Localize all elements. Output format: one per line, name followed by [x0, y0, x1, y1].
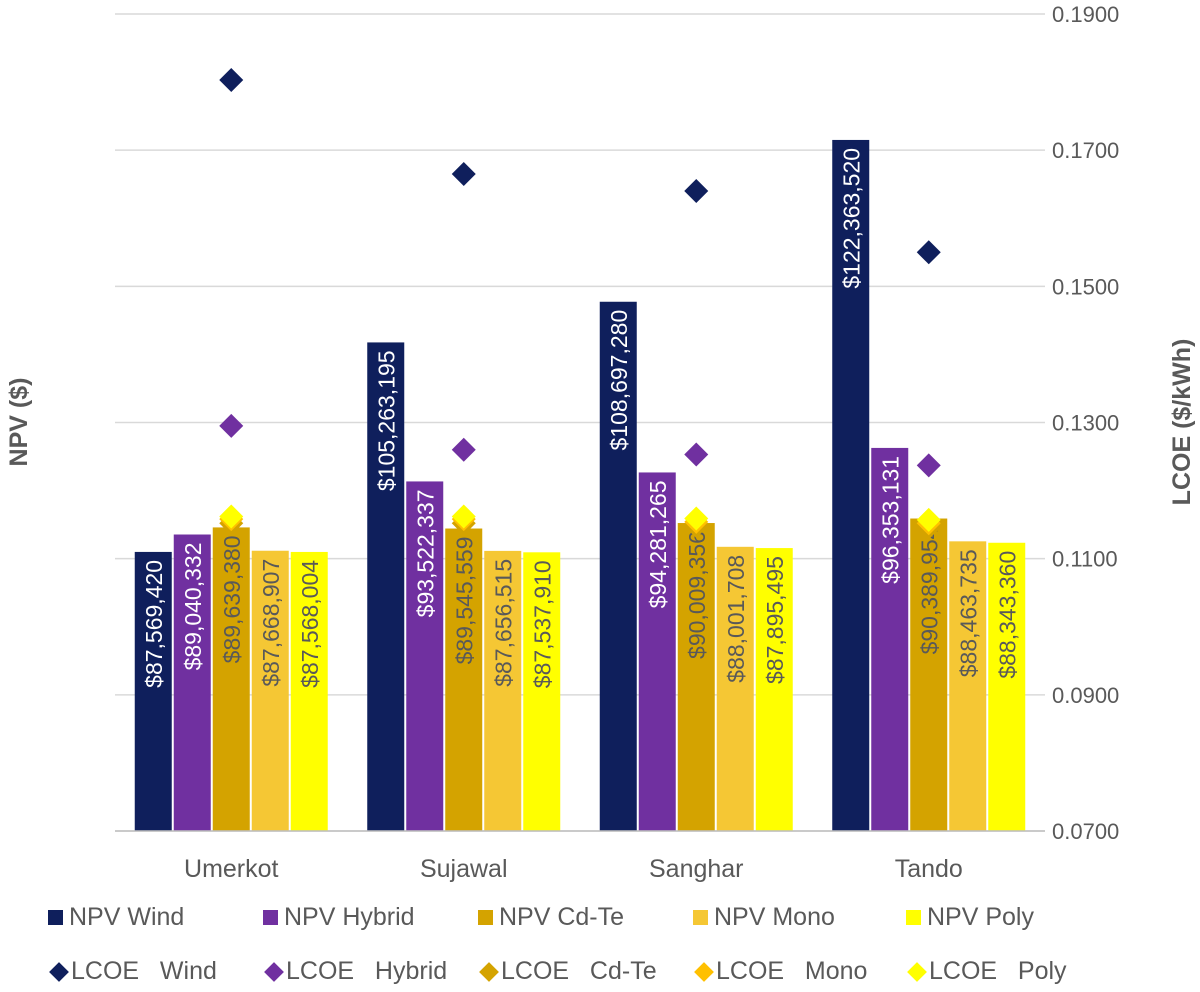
bar: [445, 528, 483, 831]
bar-data-label: $89,639,380: [219, 535, 245, 663]
bar: [367, 342, 405, 831]
y-right-tick-label: 0.1500: [1052, 274, 1119, 299]
bar-data-label: $87,656,515: [490, 559, 516, 687]
bar: [406, 481, 444, 831]
bar-data-label: $90,009,356: [684, 531, 710, 659]
bar-data-label: $96,353,131: [877, 456, 903, 584]
y-right-tick-label: 0.0700: [1052, 819, 1119, 844]
bar-data-label: $94,281,265: [645, 480, 671, 608]
y-right-tick-label: 0.1700: [1052, 138, 1119, 163]
bar: [949, 541, 987, 831]
y-right-tick-label: 0.1100: [1052, 547, 1118, 572]
lcoe-marker: [916, 507, 941, 532]
bar-data-label: $88,343,360: [994, 551, 1020, 679]
bar-data-label: $122,363,520: [838, 148, 864, 289]
bar: [212, 527, 250, 831]
bar-data-label: $87,895,495: [762, 556, 788, 684]
lcoe-marker: [684, 506, 709, 531]
y-right-tick-label: 0.1900: [1052, 2, 1119, 27]
bar-data-label: $93,522,337: [412, 489, 438, 617]
bar: [290, 551, 328, 831]
bar-data-label: $87,668,907: [258, 559, 284, 687]
x-category-label: Sujawal: [420, 855, 508, 883]
bar: [988, 542, 1026, 831]
bar-data-label: $87,569,420: [141, 560, 167, 688]
lcoe-marker: [916, 453, 941, 478]
lcoe-marker: [916, 240, 941, 265]
lcoe-marker: [451, 161, 476, 186]
bar-data-label: $89,040,332: [180, 543, 206, 671]
y-right-axis-title: LCOE ($/kWh): [1168, 339, 1196, 506]
bar: [251, 550, 289, 831]
lcoe-marker: [451, 504, 476, 529]
lcoe-marker: [684, 442, 709, 467]
bar: [755, 548, 793, 831]
x-category-label: Tando: [895, 855, 963, 883]
bar: [910, 518, 948, 831]
bar: [871, 447, 909, 831]
bar: [599, 301, 637, 831]
bar-data-label: $90,389,954: [916, 526, 942, 654]
bar: [638, 472, 676, 831]
bar-data-label: $88,463,735: [955, 549, 981, 677]
x-category-label: Sanghar: [649, 855, 744, 883]
bar-data-label: $108,697,280: [606, 310, 632, 451]
lcoe-marker: [219, 504, 244, 529]
bar: [677, 523, 715, 831]
bar: [716, 546, 754, 831]
bar-data-label: $87,537,910: [529, 560, 555, 688]
y-right-tick-label: 0.1300: [1052, 411, 1119, 436]
x-category-label: Umerkot: [184, 855, 279, 883]
bar-data-label: $89,545,559: [451, 537, 477, 665]
bar: [484, 550, 522, 831]
bar: [173, 534, 211, 831]
bar-data-label: $87,568,004: [297, 560, 323, 688]
bar: [134, 551, 172, 831]
y-right-tick-label: 0.0900: [1052, 683, 1119, 708]
bar-data-label: $105,263,195: [373, 350, 399, 491]
bar: [523, 552, 561, 831]
bar: [832, 139, 870, 832]
lcoe-marker: [219, 68, 244, 93]
y-left-axis-title: NPV ($): [5, 378, 33, 467]
lcoe-marker: [451, 437, 476, 462]
lcoe-marker: [684, 179, 709, 204]
bar-data-label: $88,001,708: [723, 555, 749, 683]
lcoe-marker: [219, 413, 244, 438]
